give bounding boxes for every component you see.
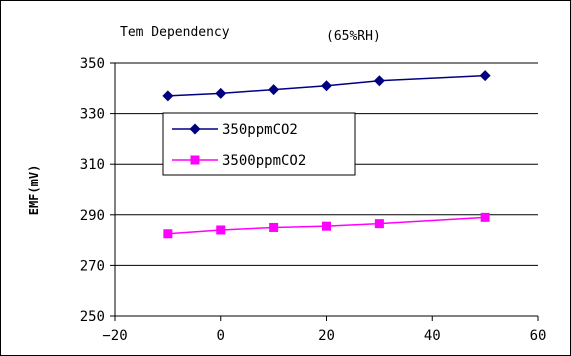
x-tick-label: 20 — [318, 328, 335, 344]
legend-marker-2 — [190, 155, 200, 165]
y-tick-label: 290 — [80, 208, 105, 224]
data-point-2 — [480, 212, 490, 222]
data-point-1 — [321, 80, 332, 92]
chart-subtitle: (65%RH) — [326, 29, 381, 44]
legend-label-1: 350ppmCO2 — [222, 122, 298, 138]
data-point-2 — [322, 221, 331, 231]
y-axis-label: EMF(mV) — [27, 165, 41, 216]
legend-box — [162, 112, 356, 176]
data-point-1 — [268, 84, 280, 96]
y-tick-label: 350 — [80, 56, 105, 72]
legend-swatch-marker-1 — [189, 123, 201, 135]
y-tick-label: 310 — [80, 157, 105, 173]
legend-swatch-marker-2 — [190, 155, 200, 165]
series-line-2 — [167, 216, 486, 235]
data-point-1 — [479, 70, 491, 82]
series-line-1 — [167, 74, 486, 97]
data-point-2 — [163, 229, 173, 239]
chart-title: Tem Dependency — [120, 25, 230, 40]
plot-area: 250 270 290 310 330 350 −20 0 20 40 60 — [80, 56, 547, 344]
data-point-1 — [373, 75, 385, 87]
data-point-2 — [374, 219, 384, 229]
data-point-1 — [162, 90, 174, 102]
y-tick-label: 250 — [80, 309, 105, 325]
legend-label-2: 3500ppmCO2 — [222, 153, 306, 169]
y-tick-label: 270 — [80, 258, 105, 274]
legend-marker-1 — [189, 123, 201, 135]
y-tick-label: 330 — [80, 107, 105, 123]
x-tick-label: 60 — [530, 328, 547, 344]
data-point-1 — [215, 87, 227, 99]
x-tick-label: 40 — [424, 328, 441, 344]
data-point-2 — [216, 225, 226, 235]
x-tick-label: −20 — [102, 328, 127, 344]
legend: 350ppmCO2 3500ppmCO2 — [162, 112, 356, 176]
data-point-2 — [269, 222, 279, 232]
x-tick-label: 0 — [217, 328, 225, 344]
